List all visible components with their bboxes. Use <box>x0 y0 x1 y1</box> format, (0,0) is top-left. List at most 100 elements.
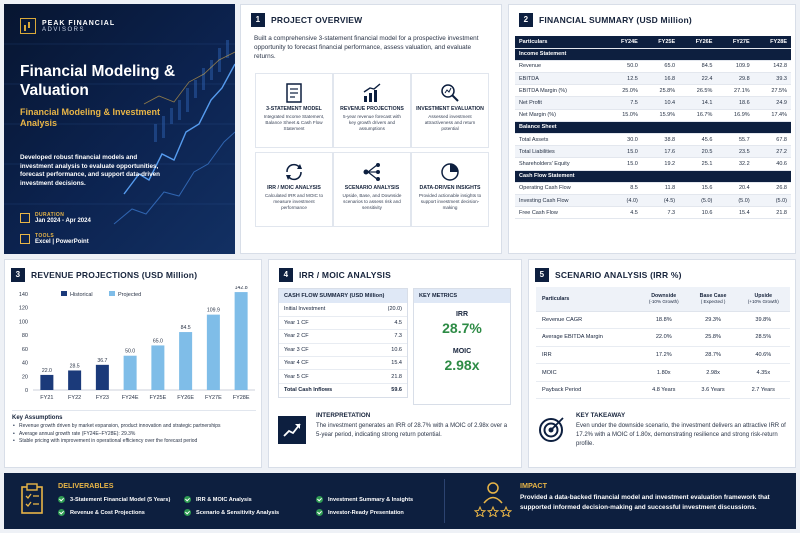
deliverable-item: Revenue & Cost Projections <box>58 509 145 516</box>
y-tick-label: 100 <box>19 319 28 325</box>
y-tick-label: 60 <box>22 347 28 353</box>
revenue-bar-chart: 0 20 40 60 80 100 120 140 22.0 FY21 28.5 FY22 36.7 FY… <box>19 286 255 401</box>
magnifier-chart-icon <box>441 84 459 102</box>
row-label: Year 1 CF <box>279 316 370 331</box>
feature-desc: Integrated Income Statement, Balance She… <box>263 114 325 132</box>
feature-card: 3-STATEMENT MODEL Integrated Income Stat… <box>255 73 333 148</box>
table-row: Year 2 CF 7.3 <box>279 329 407 344</box>
cell-value: 26.5% <box>679 84 717 98</box>
cell-value: 15.0 <box>604 145 642 159</box>
bar <box>68 370 82 390</box>
interpretation: INTERPRETATION The investment generates … <box>278 412 514 444</box>
key-takeaway: KEY TAKEAWAY Even under the downside sce… <box>538 412 788 449</box>
deliverable-item: IRR & MOIC Analysis <box>184 496 252 503</box>
cell-value: 45.6 <box>679 133 717 147</box>
cash-flow-title: CASH FLOW SUMMARY (USD Million) <box>279 289 407 303</box>
row-label: Investing Cash Flow <box>515 194 605 208</box>
cell-value: 29.8 <box>716 72 754 86</box>
cell-value: (5.0) <box>679 194 717 208</box>
table-row: EBITDA Margin (%) 25.0% 25.8% 26.5% 27.1% 27.… <box>515 84 791 98</box>
data-label: 142.8 <box>235 286 248 291</box>
feature-title: INVESTMENT EVALUATION <box>416 106 484 112</box>
table-row: EBITDA 12.5 16.8 22.4 29.8 39.3 <box>515 72 791 86</box>
table-row: Year 4 CF 15.4 <box>279 356 407 371</box>
moic-label: MOIC <box>452 348 472 355</box>
table-row: Shareholders' Equity 15.0 19.2 25.1 32.2 40.6 <box>515 157 791 171</box>
financial-summary-card: 2 FINANCIAL SUMMARY (USD Million) Partic… <box>508 4 796 254</box>
key-metrics: KEY METRICS IRR 28.7% MOIC 2.98x <box>413 288 511 405</box>
duration-meta: DURATION Jan 2024 - Apr 2024 <box>20 212 91 224</box>
bottom-banner: DELIVERABLES 3-Statement Financial Model… <box>4 473 796 529</box>
legend-label: Historical <box>70 292 93 298</box>
table-row: Revenue 50.0 65.0 84.5 109.9 142.8 <box>515 60 791 74</box>
table-row: IRR 17.2% 28.7% 40.6% <box>536 346 790 365</box>
cell-value: 7.5 <box>604 96 642 110</box>
cell-value: 10.4 <box>641 96 680 110</box>
cell-value: 27.1% <box>716 84 754 98</box>
cell-value: 22.4 <box>679 72 717 86</box>
cell-value: (5.0) <box>753 194 791 208</box>
bar <box>234 292 248 390</box>
cell-value: 28.7% <box>689 346 737 365</box>
feature-desc: Assessed investment attractiveness and r… <box>424 114 476 132</box>
cell-value: 7.3 <box>369 329 407 344</box>
impact-text: Provided a data-backed financial model a… <box>520 494 770 511</box>
column-header: Particulars <box>515 36 605 49</box>
group-row: Income Statement <box>515 48 791 61</box>
cell-value: 16.8 <box>641 72 680 86</box>
cell-value: 4.5 <box>369 316 407 331</box>
row-label: Shareholders' Equity <box>515 157 605 171</box>
table-row: Initial Investment (20.0) <box>279 303 407 317</box>
feature-card: INVESTMENT EVALUATION Assessed investmen… <box>411 73 489 148</box>
interpretation-text: The investment generates an IRR of 28.7%… <box>316 423 508 438</box>
irr-heading: 4 IRR / MOIC ANALYSIS <box>279 268 391 282</box>
cell-value: 23.5 <box>716 145 754 159</box>
data-label: 22.0 <box>42 368 52 374</box>
row-label: Total Assets <box>515 133 605 147</box>
cell-value: 21.8 <box>753 206 791 220</box>
table-row: Year 5 CF 21.8 <box>279 369 407 384</box>
group-row: Balance Sheet <box>515 121 791 135</box>
cell-value: 12.5 <box>604 72 642 86</box>
feature-title: 3-STATEMENT MODEL <box>266 106 322 112</box>
cell-value: 24.9 <box>753 96 791 110</box>
legend-label: Projected <box>118 292 141 298</box>
y-tick-label: 140 <box>19 292 28 298</box>
cell-value: 4.5 <box>604 206 642 220</box>
cell-value: 17.2% <box>637 346 690 365</box>
group-label: Income Statement <box>515 48 791 61</box>
data-label: 28.5 <box>70 363 80 369</box>
table-row: Investing Cash Flow (4.0) (4.5) (5.0) (5.0)(… <box>515 194 791 208</box>
group-label: Balance Sheet <box>515 121 791 135</box>
row-label: Year 3 CF <box>279 343 370 358</box>
row-label: Year 2 CF <box>279 329 370 344</box>
cell-value: 16.7% <box>679 109 717 122</box>
cell-value: 15.6 <box>679 182 717 195</box>
column-header: Downside (-10% Growth) <box>637 287 690 312</box>
brand-name: PEAK FINANCIAL <box>42 19 116 27</box>
cell-value: (4.0) <box>604 194 642 208</box>
table-row: Total Liabilities 15.0 17.6 20.5 23.5 27.2 <box>515 145 791 159</box>
cell-value: 55.7 <box>716 133 754 147</box>
x-tick-label: FY23 <box>96 395 109 401</box>
hero-description: Developed robust financial models and in… <box>20 154 160 187</box>
cell-value: 39.8% <box>736 311 790 330</box>
key-assumptions-title: Key Assumptions <box>12 415 63 421</box>
revenue-heading: 3 REVENUE PROJECTIONS (USD Million) <box>11 268 197 282</box>
row-label: Net Margin (%) <box>515 109 605 122</box>
overview-description: Built a comprehensive 3-statement financ… <box>254 35 479 60</box>
feature-title: DATA-DRIVEN INSIGHTS <box>419 185 481 191</box>
tools-icon <box>20 234 30 244</box>
y-tick-label: 20 <box>22 374 28 380</box>
cell-value: 18.6 <box>716 96 754 110</box>
cell-value: 40.6 <box>753 157 791 171</box>
y-tick-label: 120 <box>19 306 28 312</box>
data-label: 65.0 <box>153 338 163 344</box>
legend-swatch <box>61 291 67 296</box>
deliverables-title: DELIVERABLES <box>58 481 114 490</box>
column-header: FY24E <box>604 36 642 49</box>
takeaway-title: KEY TAKEAWAY <box>576 412 626 419</box>
cell-value: 50.0 <box>604 60 642 74</box>
cell-value: 7.3 <box>641 206 680 220</box>
cell-value: 26.8 <box>753 182 791 195</box>
